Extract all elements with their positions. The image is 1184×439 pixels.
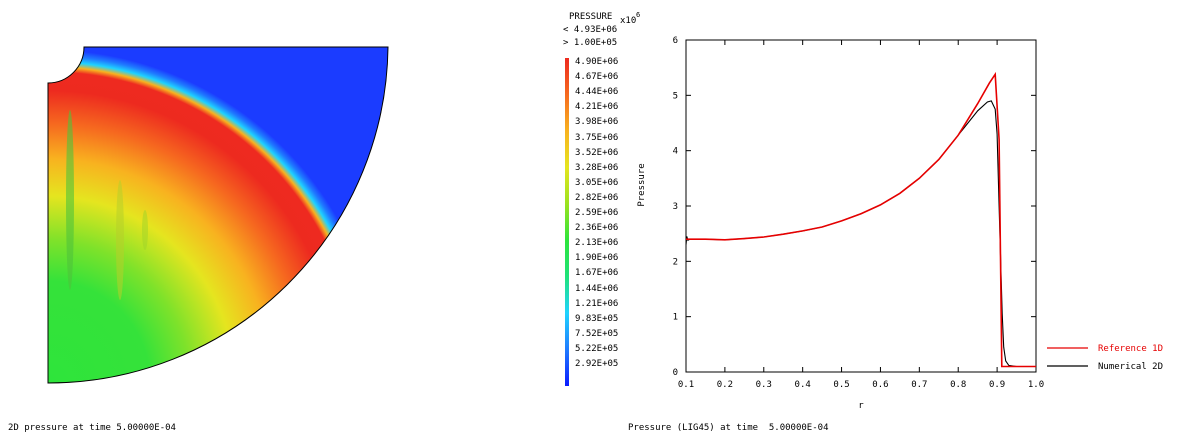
x-tick-label: 0.2 <box>717 380 733 390</box>
colorbar-tick-label: 1.44E+06 <box>575 283 619 294</box>
y-tick-label: 5 <box>673 91 678 101</box>
legend-label: Reference 1D <box>1098 344 1163 354</box>
series-line <box>686 71 1036 368</box>
colorbar-tick-label: 1.67E+06 <box>575 268 619 279</box>
colorbar-tick-label: 7.52E+05 <box>575 328 619 339</box>
y-tick-label: 6 <box>673 36 678 46</box>
colorbar-tick-label: 1.90E+06 <box>575 253 619 264</box>
x-tick-label: 0.9 <box>989 380 1005 390</box>
colorbar-tick-label: 4.67E+06 <box>575 72 619 83</box>
colorbar-tick-label: 2.36E+06 <box>575 223 619 234</box>
artifact-streak <box>116 180 124 300</box>
colorbar-tick-label: 2.82E+06 <box>575 192 619 203</box>
colorbar-tick-label: 4.21E+06 <box>575 102 619 113</box>
y-axis-label: Pressure <box>637 163 647 206</box>
colorbar-panel: PRESSURE < 4.93E+06 > 1.00E+05 4.90E+06 4… <box>548 0 658 400</box>
artifact-streak <box>66 110 74 290</box>
colorbar-tick-label: 3.28E+06 <box>575 162 619 173</box>
colorbar-tick-label: 2.92E+05 <box>575 359 619 369</box>
domain-outline <box>47 46 389 384</box>
legend-label: Numerical 2D <box>1098 362 1163 372</box>
x-tick-label: 0.1 <box>678 380 694 390</box>
colorbar-tick-label: 9.83E+05 <box>575 313 619 324</box>
colorbar-tick-label: 1.21E+06 <box>575 298 619 309</box>
colorbar-tick-label: 5.22E+05 <box>575 343 619 354</box>
colorbar-upper-bound: < 4.93E+06 <box>563 25 618 35</box>
field-caption: 2D pressure at time 5.00000E-04 <box>8 423 176 433</box>
x-tick-label: 0.8 <box>950 380 966 390</box>
plot-frame <box>685 39 1037 373</box>
line-chart-panel: 0.1 0.2 0.3 0.4 0.5 0.6 0.7 0.8 0.9 1.0 0 1 2 3 4 5 6 x10… <box>600 0 1184 435</box>
x-axis-label: r <box>858 401 864 411</box>
series-line <box>685 100 1036 368</box>
y-tick-label: 1 <box>673 313 678 323</box>
colorbar-lower-bound: > 1.00E+05 <box>563 38 618 48</box>
colorbar-tick-label: 3.75E+06 <box>575 132 619 143</box>
x-tick-label: 0.7 <box>911 380 927 390</box>
y-tick-label: 0 <box>673 368 678 378</box>
colorbar-tick-label: 2.59E+06 <box>575 208 619 218</box>
x-tick-label: 0.4 <box>795 380 811 390</box>
colorbar-tick-label: 2.13E+06 <box>575 238 619 249</box>
artifact-streak <box>142 210 148 250</box>
chart-caption: Pressure (LIG45) at time 5.00000E-04 <box>628 423 829 433</box>
colorbar-tick-label: 3.98E+06 <box>575 117 619 128</box>
x-tick-label: 0.3 <box>756 380 772 390</box>
colorbar-strip <box>565 58 569 386</box>
pressure-field-fill <box>48 47 388 383</box>
colorbar-tick-label: 4.44E+06 <box>575 87 619 98</box>
pressure-field-plot <box>47 46 389 384</box>
pressure-line-chart: 0.1 0.2 0.3 0.4 0.5 0.6 0.7 0.8 0.9 1.00123456x10… <box>620 11 1163 411</box>
y-tick-label: 4 <box>673 147 678 157</box>
y-tick-label: 3 <box>673 202 678 212</box>
colorbar-tick-label: 3.05E+06 <box>575 177 619 188</box>
colorbar-title: PRESSURE <box>569 12 613 22</box>
x-tick-label: 0.6 <box>872 380 888 390</box>
y-multiplier-label: x10 <box>620 16 636 26</box>
x-tick-label: 0.5 <box>833 380 849 390</box>
x-tick-label: 1.0 <box>1028 380 1044 390</box>
colorbar-tick-label: 3.52E+06 <box>575 147 619 158</box>
colorbar-tick-label: 4.90E+06 <box>575 57 619 67</box>
pressure-field-panel: 2D pressure at time 5.00000E-04 <box>0 0 420 435</box>
y-multiplier-exponent: 6 <box>636 11 640 19</box>
y-tick-label: 2 <box>673 257 678 267</box>
